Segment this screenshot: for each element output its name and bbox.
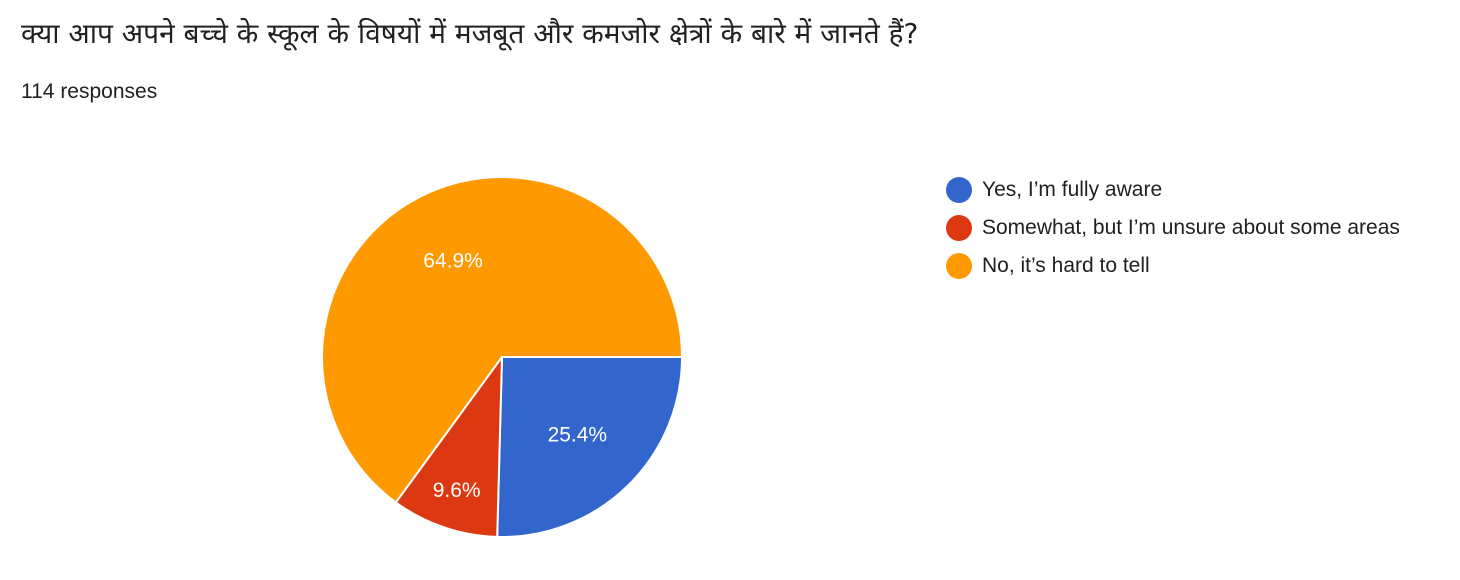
- slice-label-yes: 25.4%: [548, 423, 608, 446]
- legend-label-yes: Yes, I’m fully aware: [982, 178, 1163, 201]
- pie-chart: 25.4% 9.6% 64.9%: [321, 176, 684, 538]
- question-title: क्या आप अपने बच्चे के स्कूल के विषयों मे…: [21, 17, 919, 50]
- legend-swatch-somewhat: [946, 215, 972, 241]
- pie-slice-somewhat[interactable]: [394, 353, 504, 538]
- legend-label-somewhat: Somewhat, but I’m unsure about some area…: [982, 216, 1400, 239]
- slice-label-no: 64.9%: [423, 250, 483, 273]
- slice-label-somewhat: 9.6%: [433, 479, 481, 502]
- pie-slice-yes[interactable]: [496, 356, 684, 538]
- legend-item-somewhat[interactable]: Somewhat, but I’m unsure about some area…: [946, 212, 1416, 244]
- legend-swatch-yes: [946, 177, 972, 203]
- pie-slice-no[interactable]: [321, 176, 684, 504]
- legend-item-yes[interactable]: Yes, I’m fully aware: [946, 174, 1416, 206]
- chart-legend: Yes, I’m fully aware Somewhat, but I’m u…: [946, 174, 1416, 288]
- legend-item-no[interactable]: No, it’s hard to tell: [946, 250, 1416, 282]
- legend-swatch-no: [946, 253, 972, 279]
- response-count: 114 responses: [21, 80, 158, 103]
- legend-label-no: No, it’s hard to tell: [982, 254, 1150, 277]
